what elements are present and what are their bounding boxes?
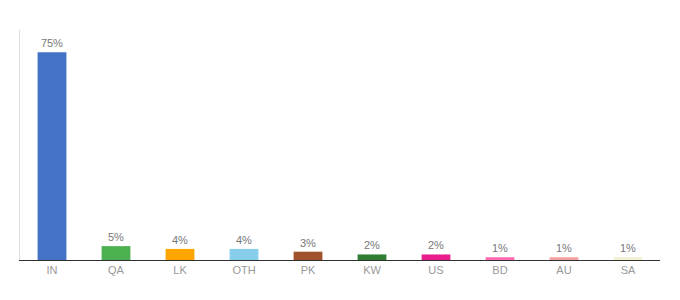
svg-text:2%: 2%	[364, 239, 380, 251]
svg-text:KW: KW	[363, 264, 381, 276]
svg-text:2%: 2%	[428, 239, 444, 251]
svg-text:4%: 4%	[172, 234, 188, 246]
svg-text:LK: LK	[173, 264, 187, 276]
svg-text:1%: 1%	[556, 242, 572, 254]
svg-text:OTH: OTH	[232, 264, 255, 276]
svg-text:QA: QA	[108, 264, 125, 276]
svg-text:BD: BD	[492, 264, 507, 276]
svg-text:PK: PK	[301, 264, 316, 276]
svg-text:SA: SA	[621, 264, 636, 276]
svg-text:1%: 1%	[620, 242, 636, 254]
svg-text:3%: 3%	[300, 237, 316, 249]
svg-text:4%: 4%	[236, 234, 252, 246]
svg-text:US: US	[428, 264, 443, 276]
svg-text:AU: AU	[556, 264, 571, 276]
svg-text:IN: IN	[47, 264, 58, 276]
svg-text:5%: 5%	[108, 231, 124, 243]
svg-text:1%: 1%	[492, 242, 508, 254]
svg-text:75%: 75%	[41, 37, 63, 49]
